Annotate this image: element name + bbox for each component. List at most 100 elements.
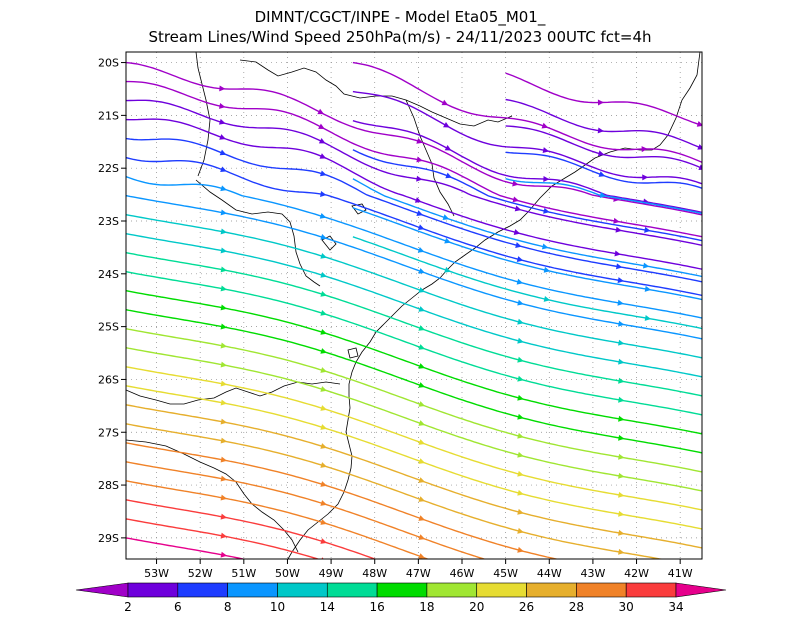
colorbar-segment [177,582,228,598]
streamline-arrow [543,266,551,273]
streamline [126,118,702,270]
streamline-arrow [418,534,426,540]
streamline [126,480,430,559]
streamline-arrow [512,196,520,203]
streamline-arrow [220,266,228,273]
tick-label-lon: 53W [144,567,169,580]
streamline-arrow [414,197,422,203]
streamline [352,90,702,185]
streamline-arrow [697,144,702,150]
streamline-arrow [319,212,327,219]
streamline-arrow [317,108,325,115]
streamline [352,149,702,242]
streamline-arrow [320,310,327,316]
colorbar-label: 16 [369,600,384,614]
streamline-arrow [543,207,550,214]
streamline-arrow [218,103,226,109]
streamline-arrow [320,348,327,354]
streamline-arrow [418,458,426,464]
tick-label-lon: 41W [668,567,693,580]
streamline-arrow [541,122,549,129]
streamline-arrow [219,149,227,156]
streamline-arrow [220,185,227,192]
streamline-arrow [617,277,624,284]
streamline-arrow [320,443,327,449]
streamline-arrow [219,85,226,92]
streamline-arrow [517,508,524,515]
streamline-path [126,461,487,559]
tick-label-lat: 28S [98,479,119,492]
streamline-arrow [618,339,625,346]
tick-label-lon: 47W [406,567,431,580]
streamline-arrow [515,242,522,248]
coastline-brazil [287,52,701,559]
streamline [126,137,702,283]
streamline-arrow [416,210,424,216]
streamline-arrow [613,217,620,224]
streamline-arrow [618,320,625,327]
streamline [352,207,702,301]
streamline-arrow [417,247,425,253]
streamline [126,61,702,216]
streamline-arrow [318,138,326,144]
streamline [126,328,702,473]
streamline-arrow [597,127,605,134]
streamline-arrow [517,527,524,534]
streamline-arrow [418,477,426,483]
streamline-arrow [517,413,524,420]
tick-label-lat: 27S [98,426,119,439]
streamline-arrow [220,228,228,235]
streamline-arrow [416,175,423,182]
streamline [126,347,702,492]
streamline-arrow [618,434,625,441]
streamline-arrow [321,557,324,559]
streamline-arrow [513,229,521,235]
streamline [126,423,665,559]
streamline [126,499,377,559]
tick-label-lat: 25S [98,321,119,334]
streamline-arrow [445,172,453,179]
streamline-arrow [514,205,522,212]
streamline-arrow [698,164,702,170]
streamline-arrow [418,325,426,331]
colorbar-segment [277,582,328,598]
colorbar-segment [326,582,378,598]
tick-label-lon: 49W [319,567,344,580]
streamline-path [126,499,377,559]
streamline-arrow [543,176,550,183]
lakes [321,203,367,359]
streamline-arrow [320,481,327,487]
colorbar-upper-triangle [675,582,727,598]
streamline-arrow [618,491,625,498]
streamline-arrow [444,237,451,244]
colorbar-segment [625,582,677,598]
tick-label-lon: 45W [493,567,518,580]
streamline-arrow [618,529,625,536]
streamline-arrow [598,171,606,177]
streamline [126,214,702,359]
streamline [126,290,702,435]
streamline-arrow [618,377,625,384]
streamline-arrow [618,396,625,403]
streamline-arrow [320,253,327,259]
streamline-arrow [642,262,650,269]
tick-label-lat: 20S [98,57,119,70]
streamline [505,151,702,190]
streamline-arrow [418,382,426,388]
streamline-path [126,61,702,216]
streamline-arrow [618,358,625,365]
streamline-arrow [599,192,607,199]
tick-label-lon: 42W [624,567,649,580]
streamline-arrow [416,156,423,163]
tick-label-lon: 44W [537,567,562,580]
streamline-arrow [318,123,325,130]
streamline-arrow [220,437,228,444]
streamline-arrow [220,418,228,425]
streamline-arrow [418,515,426,521]
streamline-arrow [517,337,524,344]
colorbar-label: 8 [224,600,232,614]
streamline [126,99,702,247]
streamline-path [126,118,702,270]
streamline [126,80,702,238]
streamline-arrow [320,462,327,468]
